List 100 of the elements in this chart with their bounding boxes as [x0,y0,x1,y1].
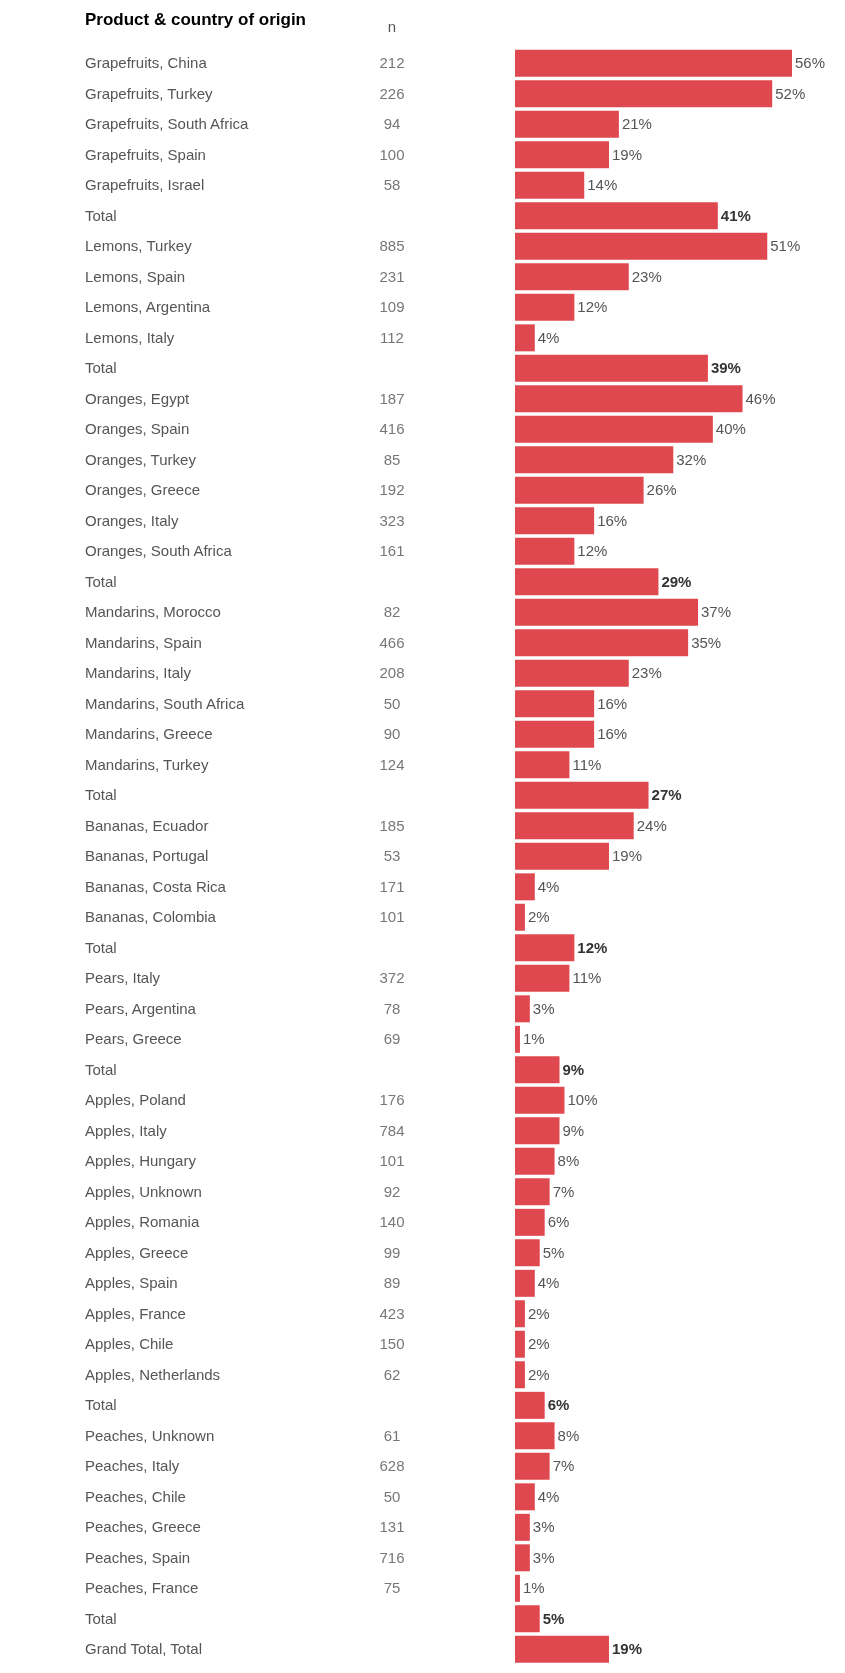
data-label: 19% [611,145,643,163]
y-tick-label: Pears, Argentina [85,999,197,1017]
y-tick-label: Lemons, Spain [85,267,186,285]
data-label: 4% [537,877,560,895]
data-label: 35% [691,633,722,651]
y-tick-label: Total [85,206,117,224]
y-tick-label: Oranges, Egypt [85,389,191,407]
text: 50 [383,694,401,712]
data-label: 51% [770,237,801,255]
data-label: 3% [532,1518,555,1536]
text: 716 [379,1548,405,1566]
bar [515,385,743,413]
bar [515,1147,555,1175]
data-label: 4% [537,1274,560,1292]
bar [515,1574,520,1602]
bar [515,1178,550,1206]
text: 61 [383,1426,401,1444]
text: 212 [379,54,405,72]
data-label: 46% [745,389,776,407]
text: Product & country of origin [85,10,306,30]
text: 109 [379,298,405,316]
y-tick-label: Apples, Greece [85,1243,189,1261]
text: 131 [379,1518,405,1536]
bar [515,202,718,230]
bar [515,80,773,108]
bar [515,110,619,138]
text: 53 [383,847,401,865]
y-tick-label: Grapefruits, China [85,54,208,72]
y-tick-label: Bananas, Costa Rica [85,877,227,895]
bar [515,964,570,992]
bar [515,1391,545,1419]
bar [515,873,535,901]
y-tick-label: Oranges, Greece [85,481,201,499]
y-tick-label: Mandarins, Morocco [85,603,221,621]
text: 161 [379,542,405,560]
bar [515,842,609,870]
data-label: 4% [537,328,560,346]
text: 416 [379,420,405,438]
bar [515,568,659,596]
bar [515,1452,550,1480]
bar [515,415,713,443]
bar [515,751,570,779]
y-tick-label: Apples, Hungary [85,1152,197,1170]
text: 92 [383,1182,401,1200]
y-tick-label: Apples, Unknown [85,1182,202,1200]
bar [515,354,708,382]
bar [515,1239,540,1267]
data-label: 41% [720,206,751,224]
bar [515,720,595,748]
y-tick-label: Apples, Spain [85,1274,178,1292]
bar [515,49,792,77]
text: 58 [383,176,401,194]
bar [515,995,530,1023]
y-tick-label: Grapefruits, South Africa [85,115,250,133]
text: 50 [383,1487,401,1505]
y-tick-label: Lemons, Italy [85,328,175,346]
bar [515,934,575,962]
text: 466 [379,633,405,651]
data-label: 11% [572,755,602,773]
text: 150 [379,1335,405,1353]
bar [515,324,535,352]
text: 90 [383,725,401,743]
data-label: 2% [527,1365,550,1383]
bar [515,903,525,931]
y-tick-label: Apples, France [85,1304,186,1322]
text: 75 [383,1579,401,1597]
y-tick-label: Peaches, Italy [85,1457,180,1475]
y-tick-label: Mandarins, Turkey [85,755,209,773]
y-tick-label: Peaches, Spain [85,1548,191,1566]
y-tick-label: Apples, Poland [85,1091,186,1109]
text: n [386,18,398,35]
y-tick-label: Peaches, France [85,1579,199,1597]
text: 140 [379,1213,405,1231]
data-label: 1% [522,1579,545,1597]
data-label: 5% [542,1243,565,1261]
y-tick-label: Total [85,1609,117,1627]
text: 99 [383,1243,401,1261]
y-tick-label: Total [85,359,117,377]
data-label: 2% [527,908,550,926]
bar [515,1056,560,1084]
text: 112 [380,328,404,346]
y-tick-label: Total [85,572,117,590]
text: 231 [379,267,405,285]
data-label: 5% [542,1609,565,1627]
y-tick-label: Grapefruits, Turkey [85,84,214,102]
text: 208 [379,664,405,682]
data-label: 24% [636,816,667,834]
y-tick-label: Mandarins, Spain [85,633,202,651]
data-label: 6% [547,1396,570,1414]
y-tick-label: Pears, Italy [85,969,161,987]
data-label: 16% [597,694,628,712]
text: 372 [379,969,405,987]
text: 423 [379,1304,405,1322]
y-tick-label: Lemons, Argentina [85,298,211,316]
bar [515,1086,565,1114]
y-tick-label: Apples, Chile [85,1335,174,1353]
text: 78 [383,999,401,1017]
text: 784 [379,1121,405,1139]
y-tick-label: Total [85,1396,117,1414]
y-tick-label: Oranges, Italy [85,511,179,529]
